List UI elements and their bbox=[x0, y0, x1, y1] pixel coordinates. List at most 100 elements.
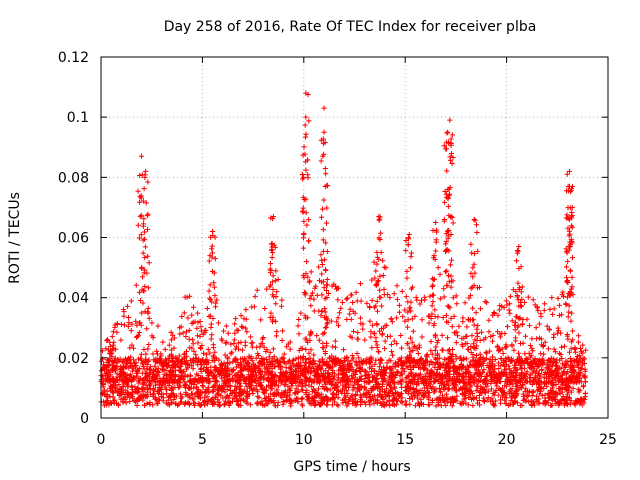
data-point bbox=[404, 324, 411, 330]
data-point bbox=[202, 390, 209, 396]
data-point bbox=[559, 355, 565, 362]
data-point bbox=[340, 397, 346, 403]
data-point bbox=[224, 366, 230, 372]
data-point bbox=[367, 318, 373, 324]
data-point bbox=[182, 384, 188, 391]
data-point bbox=[358, 298, 364, 304]
data-point bbox=[232, 388, 238, 394]
data-point bbox=[208, 336, 214, 342]
data-point bbox=[539, 366, 545, 373]
data-point bbox=[407, 305, 413, 311]
data-point bbox=[547, 306, 553, 313]
data-point bbox=[323, 393, 329, 400]
data-point bbox=[541, 307, 547, 313]
data-point bbox=[311, 308, 317, 314]
data-point bbox=[403, 294, 409, 300]
data-point bbox=[530, 297, 536, 303]
data-point bbox=[214, 378, 220, 384]
data-point bbox=[556, 302, 563, 308]
data-point bbox=[190, 304, 197, 310]
data-point bbox=[199, 389, 205, 395]
data-point bbox=[394, 390, 400, 396]
data-point bbox=[340, 347, 347, 353]
data-point bbox=[415, 350, 421, 357]
data-point bbox=[338, 370, 344, 376]
data-point bbox=[209, 332, 215, 338]
data-point bbox=[442, 269, 449, 275]
data-point bbox=[110, 398, 117, 404]
data-point bbox=[112, 324, 118, 330]
data-point bbox=[477, 389, 483, 395]
data-point bbox=[467, 384, 473, 390]
data-point bbox=[155, 365, 161, 371]
data-point bbox=[216, 399, 222, 405]
data-point bbox=[533, 325, 539, 331]
data-point bbox=[311, 365, 317, 371]
data-point bbox=[519, 284, 525, 290]
data-point bbox=[502, 330, 508, 337]
data-point bbox=[334, 401, 340, 408]
data-point bbox=[456, 323, 462, 330]
data-point bbox=[510, 381, 516, 387]
data-point bbox=[473, 222, 480, 228]
data-point bbox=[503, 345, 509, 351]
data-point bbox=[292, 390, 298, 396]
data-point bbox=[354, 399, 361, 405]
data-point bbox=[572, 345, 578, 352]
data-point bbox=[542, 399, 549, 405]
data-point bbox=[536, 321, 542, 327]
data-point bbox=[565, 314, 571, 320]
data-point bbox=[323, 220, 330, 226]
data-point bbox=[473, 395, 480, 401]
data-point bbox=[143, 168, 149, 174]
data-point bbox=[286, 358, 293, 364]
data-point bbox=[441, 199, 448, 205]
data-point bbox=[375, 348, 381, 355]
data-point bbox=[308, 303, 314, 309]
data-point bbox=[369, 345, 375, 351]
data-point bbox=[374, 308, 381, 314]
data-point bbox=[305, 238, 312, 244]
data-point bbox=[462, 300, 468, 306]
data-point bbox=[450, 220, 456, 226]
data-point bbox=[549, 397, 555, 403]
data-point bbox=[565, 401, 571, 408]
data-point bbox=[474, 326, 480, 332]
data-point bbox=[455, 333, 461, 339]
data-point bbox=[561, 343, 568, 349]
data-point bbox=[179, 313, 185, 320]
data-point bbox=[206, 258, 212, 264]
data-point bbox=[261, 387, 267, 393]
data-point bbox=[486, 317, 492, 323]
data-point bbox=[449, 324, 455, 330]
data-point bbox=[391, 338, 397, 344]
data-point bbox=[251, 304, 257, 310]
data-point bbox=[362, 369, 369, 375]
data-point bbox=[544, 361, 550, 367]
data-point bbox=[422, 365, 428, 371]
data-point bbox=[381, 292, 387, 298]
data-point bbox=[529, 336, 535, 342]
data-point bbox=[281, 351, 287, 357]
data-point bbox=[118, 321, 124, 327]
data-point bbox=[148, 364, 154, 370]
data-point bbox=[235, 397, 241, 403]
data-point bbox=[445, 303, 452, 310]
data-point bbox=[208, 364, 214, 370]
data-point bbox=[506, 389, 512, 395]
data-point bbox=[435, 314, 441, 320]
data-point bbox=[309, 389, 315, 395]
data-point bbox=[150, 351, 156, 357]
data-point bbox=[393, 315, 400, 321]
data-point bbox=[368, 398, 374, 404]
data-point bbox=[383, 386, 390, 392]
data-point bbox=[515, 280, 521, 286]
data-point bbox=[346, 398, 352, 404]
data-point bbox=[237, 383, 244, 389]
data-point bbox=[271, 399, 277, 405]
data-point bbox=[118, 337, 124, 343]
data-point bbox=[524, 392, 530, 399]
data-point bbox=[374, 249, 380, 256]
data-point bbox=[388, 341, 395, 348]
data-point bbox=[140, 250, 146, 256]
